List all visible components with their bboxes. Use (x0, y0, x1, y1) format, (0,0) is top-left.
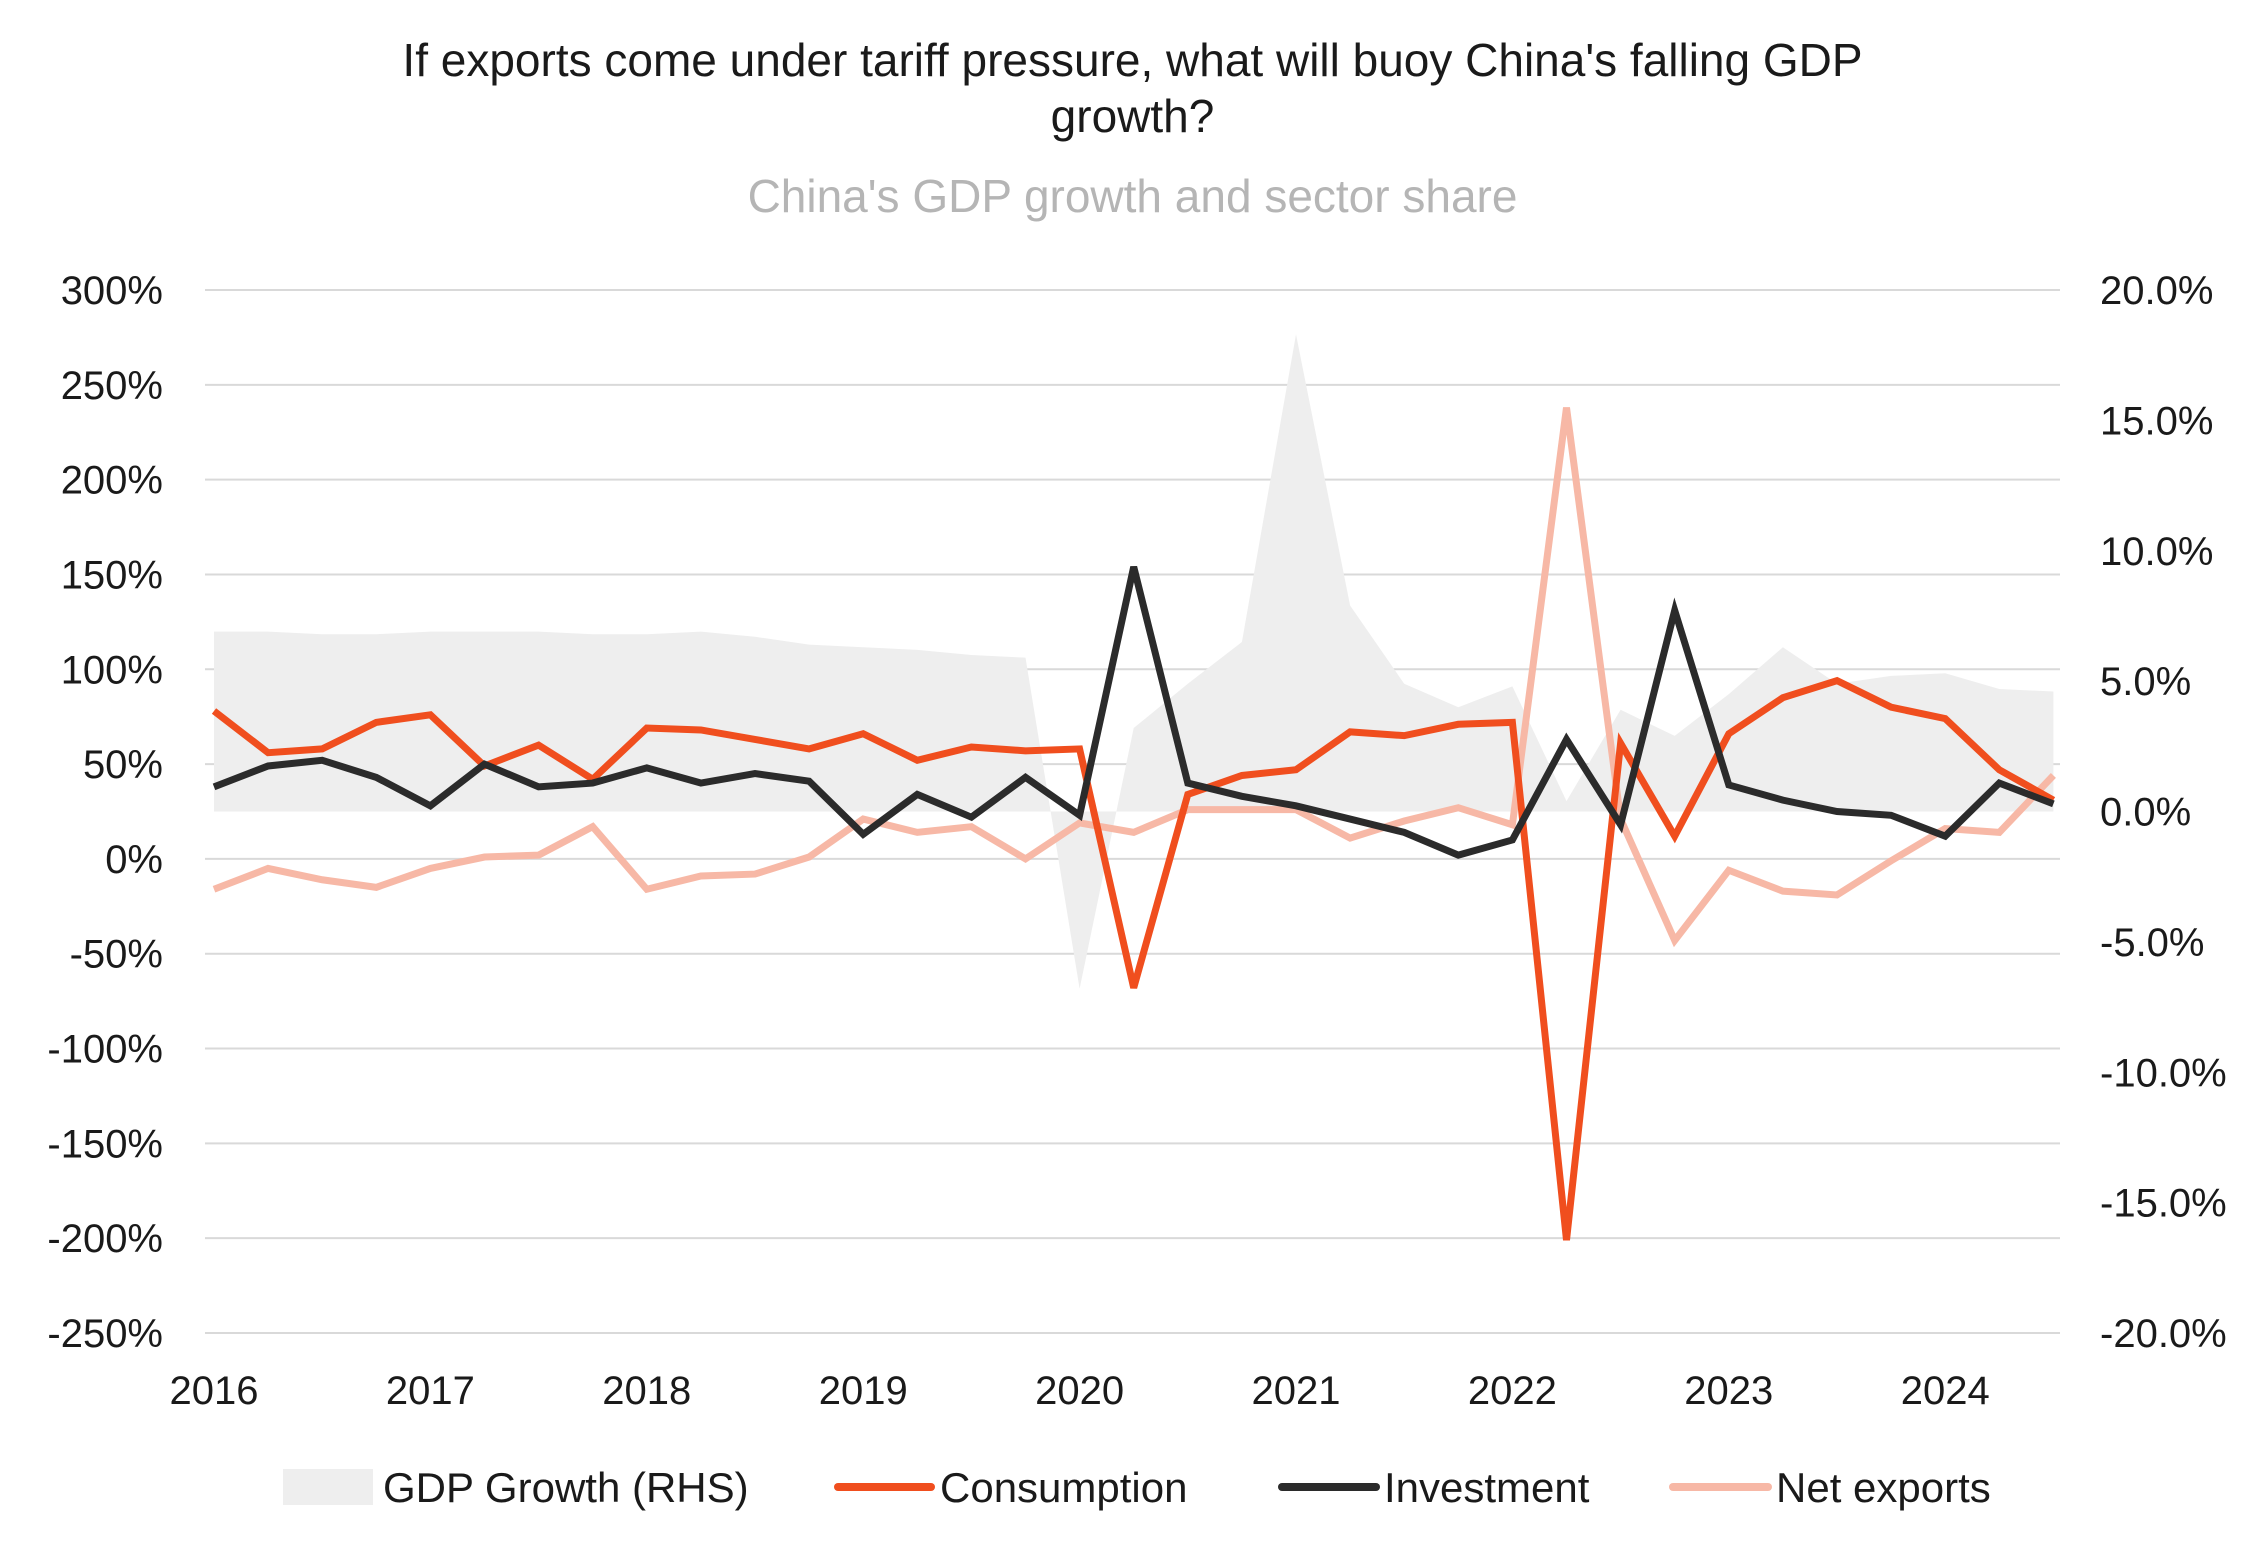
x-tick-label: 2019 (819, 1369, 908, 1413)
right-tick-label: 5.0% (2100, 660, 2191, 704)
series-lines-layer (211, 407, 2056, 1241)
chart-title-line-2: growth? (1050, 90, 1215, 142)
left-tick-label: 50% (83, 743, 163, 787)
series-line-investment (212, 566, 2055, 859)
left-tick-label: 300% (61, 269, 163, 313)
left-tick-label: 250% (61, 364, 163, 408)
right-tick-label: 15.0% (2100, 399, 2213, 443)
x-tick-label: 2021 (1252, 1369, 1341, 1413)
right-tick-label: -5.0% (2100, 921, 2205, 965)
right-tick-label: 0.0% (2100, 791, 2191, 835)
x-tick-label: 2020 (1035, 1369, 1124, 1413)
left-tick-label: -250% (47, 1312, 163, 1356)
x-tick-label: 2023 (1684, 1369, 1773, 1413)
x-tick-label: 2017 (386, 1369, 475, 1413)
left-tick-label: -200% (47, 1217, 163, 1261)
left-tick-label: 200% (61, 459, 163, 503)
left-tick-label: 150% (61, 553, 163, 597)
left-tick-label: 100% (61, 648, 163, 692)
left-tick-label: -150% (47, 1122, 163, 1166)
right-axis-ticks: 20.0% 15.0% 10.0% 5.0% 0.0% -5.0% -10.0% -15.0%… (2100, 269, 2227, 1356)
x-axis-ticks: 2016 2017 2018 2019 2020 2021 2022 2023 2024 (170, 1369, 1990, 1413)
left-axis-ticks: 300% 250% 200% 150% 100% 50% 0% -50% -100% -150% -… (47, 269, 163, 1356)
gdp-area-layer (214, 334, 2054, 989)
left-tick-label: -50% (70, 933, 163, 977)
right-tick-label: -15.0% (2100, 1182, 2227, 1226)
right-tick-label: 20.0% (2100, 269, 2213, 313)
chart-title: If exports come under tariff pressure, w… (0, 32, 2265, 144)
chart-title-line-1: If exports come under tariff pressure, w… (402, 34, 1863, 86)
legend-label-consumption: Consumption (940, 1464, 1187, 1511)
legend-label-gdp-growth: GDP Growth (RHS) (383, 1464, 749, 1511)
left-tick-label: 0% (105, 838, 163, 882)
legend-label-net-exports: Net exports (1776, 1464, 1991, 1511)
x-tick-label: 2024 (1901, 1369, 1990, 1413)
legend-label-investment: Investment (1384, 1464, 1590, 1511)
series-line-net-exports (212, 407, 2056, 948)
series-area-gdp-growth (214, 334, 2054, 989)
right-tick-label: -10.0% (2100, 1051, 2227, 1095)
right-tick-label: 10.0% (2100, 530, 2213, 574)
left-tick-label: -100% (47, 1028, 163, 1072)
x-tick-label: 2022 (1468, 1369, 1557, 1413)
legend-swatch-gdp-growth (283, 1469, 373, 1505)
x-tick-label: 2016 (170, 1369, 259, 1413)
series-line-consumption (211, 676, 2056, 1241)
chart-subtitle: China's GDP growth and sector share (747, 170, 1518, 222)
x-tick-label: 2018 (602, 1369, 691, 1413)
right-tick-label: -20.0% (2100, 1312, 2227, 1356)
legend: GDP Growth (RHS) Consumption Investment Net… (283, 1464, 1991, 1511)
